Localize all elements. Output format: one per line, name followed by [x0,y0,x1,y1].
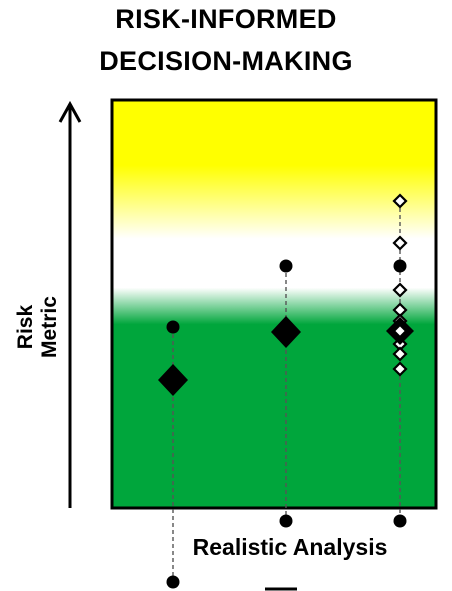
y-axis-label: Risk Metric [14,296,61,358]
up-arrow-icon [58,100,82,508]
circle-marker-icon [279,259,293,273]
plot-frame [110,98,438,510]
open-diamond-marker-icon [392,361,408,377]
title-line-1: RISK-INFORMED [115,4,337,34]
diamond-marker-icon [158,364,188,396]
open-diamond-marker-icon [392,346,408,362]
open-diamond-marker-icon [392,282,408,298]
open-diamond-marker-icon [392,323,408,339]
circle-marker-icon [166,575,180,589]
title-line-2: DECISION-MAKING [99,46,353,76]
x-axis-label: Realistic Analysis [192,534,388,560]
circle-marker-icon [393,514,407,528]
circle-marker-icon [166,320,180,334]
risk-zone-area [112,100,436,508]
circle-marker-icon [393,259,407,273]
diamond-marker-icon [271,316,301,348]
open-diamond-marker-icon [392,235,408,251]
open-diamond-marker-icon [392,193,408,209]
circle-marker-icon [279,514,293,528]
